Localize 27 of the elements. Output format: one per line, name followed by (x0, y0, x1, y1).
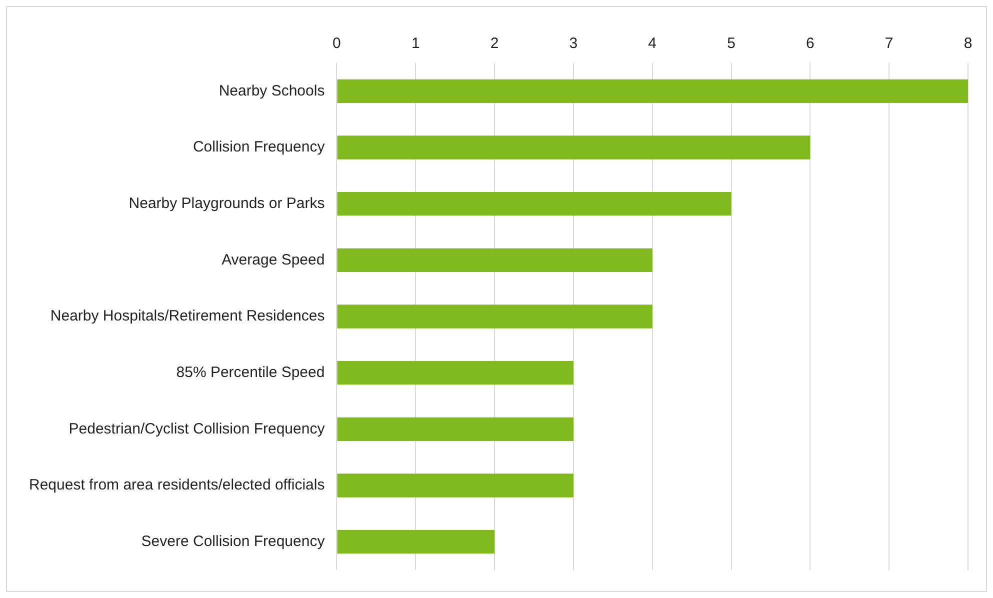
y-tick-label: 85% Percentile Speed (176, 364, 325, 381)
x-tick-label: 8 (964, 35, 972, 52)
x-tick-label: 7 (884, 35, 894, 52)
y-tick-label: Nearby Schools (218, 82, 325, 100)
x-tick-label: 3 (569, 35, 578, 52)
bar (337, 79, 968, 103)
x-tick-label: 1 (411, 35, 420, 52)
y-tick-label: Pedestrian/Cyclist Collision Frequency (68, 420, 326, 438)
x-tick-label: 6 (806, 35, 814, 52)
x-tick-label: 0 (332, 35, 341, 52)
bar (337, 530, 495, 554)
bar (337, 248, 652, 272)
bar (337, 417, 574, 441)
y-tick-label: Nearby Hospitals/Retirement Residences (50, 308, 325, 325)
y-tick-label: Request from area residents/elected officials (28, 476, 325, 494)
y-tick-label: Collision Frequency (192, 138, 326, 156)
y-tick-label: Severe Collision Frequency (141, 532, 326, 550)
y-tick-label: Average Speed (222, 251, 325, 268)
bar (337, 474, 574, 498)
x-tick-label: 4 (648, 35, 657, 52)
bar (337, 192, 732, 216)
bar (337, 361, 574, 385)
bar (337, 304, 652, 328)
bar (337, 136, 810, 160)
x-tick-label: 2 (490, 35, 499, 52)
x-tick-label: 5 (727, 35, 736, 52)
y-tick-label: Nearby Playgrounds or Parks (128, 194, 325, 212)
